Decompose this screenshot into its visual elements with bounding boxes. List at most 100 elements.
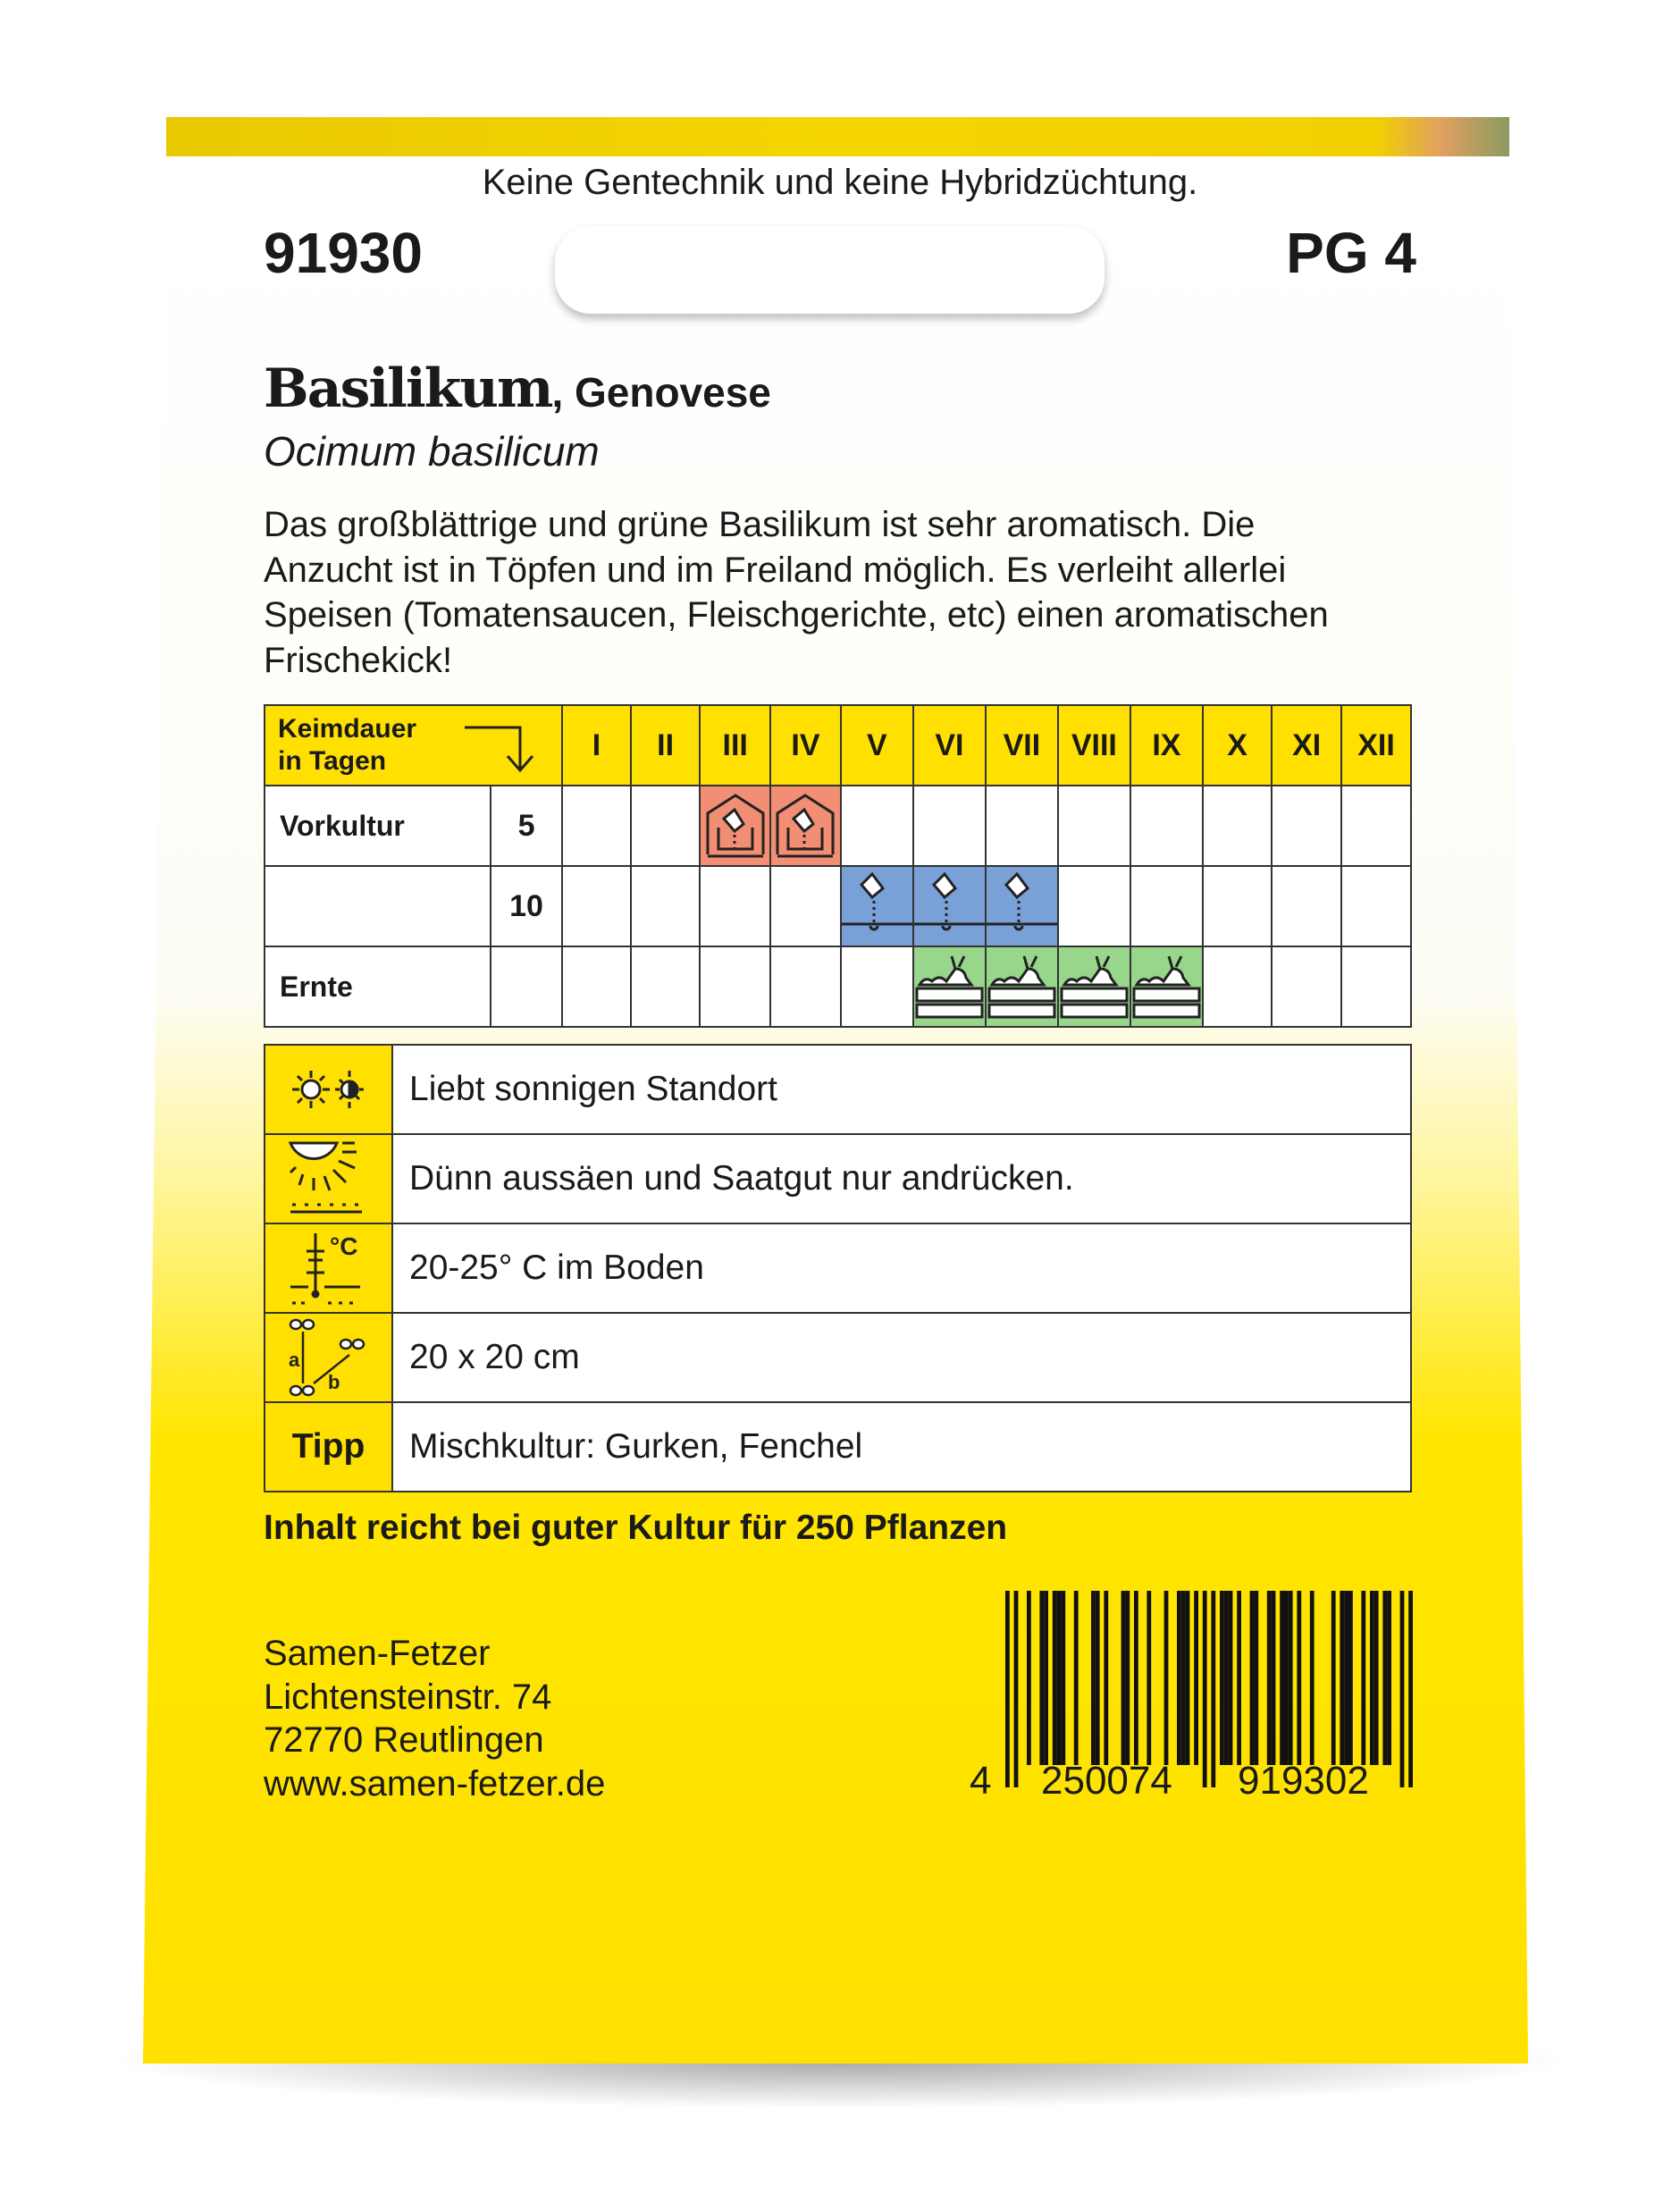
barcode-bar [1399,1591,1405,1787]
barcode-bar [1056,1591,1062,1765]
month-cell [984,946,1059,1028]
barcode-bar [1237,1591,1241,1765]
barcode-bar [1005,1591,1010,1787]
barcode-first-digit: 4 [970,1759,992,1803]
month-cell [1056,865,1131,947]
barcode-bar [1147,1591,1152,1765]
claim: Keine Gentechnik und keine Hybridzüchtun… [482,163,1198,202]
germination-days: 10 [490,865,563,947]
harvest-crate-icon [987,955,1056,1019]
month-header: IX [1129,704,1204,786]
barcode-bar [1013,1591,1019,1787]
barcode-bar [1125,1591,1130,1765]
month-cell [769,785,842,867]
month-header: IV [769,704,842,786]
month-cell [699,946,772,1028]
barcode-bar [1331,1591,1336,1765]
barcode-bar [1052,1591,1057,1765]
info-row: Liebt sonnigen Standort [264,1044,1412,1135]
harvest-crate-icon [1060,955,1129,1019]
barcode-bar [1284,1591,1289,1765]
month-header: XI [1271,704,1342,786]
info-row: Dünn aussäen und Saatgut nur andrücken. [264,1133,1412,1224]
barcode-bar [1185,1591,1190,1765]
info-text: 20-25° C im Boden [391,1223,1412,1314]
direct-sowing-icon [841,872,912,931]
hanger-hole [555,226,1105,314]
germination-days: 5 [490,785,563,867]
barcode-bar [1044,1591,1048,1765]
row-label: Ernte [263,946,492,1028]
barcode-bar [1223,1591,1229,1765]
description: Das großblättrige und grüne Basilikum is… [264,502,1329,683]
info-row: Tipp Mischkultur: Gurken, Fenchel [264,1401,1412,1492]
germination-days [490,946,563,1028]
barcode-bar [1309,1591,1315,1765]
month-cell [1056,946,1131,1028]
greenhouse-sowing-icon [776,794,835,858]
month-cell [560,865,632,947]
barcode-bar [1361,1591,1366,1765]
barcode-bar [1249,1591,1255,1765]
company-name: Samen-Fetzer [264,1634,491,1673]
schedule-row: Vorkultur 5 [263,785,1413,867]
barcode-bar [1348,1591,1353,1765]
greenhouse-sowing-icon [706,794,765,858]
product-variety: , Genovese [551,369,771,416]
schedule-row: 10 [263,865,1413,947]
direct-sowing-icon [913,872,985,931]
month-cell [839,865,914,947]
barcode-bar [1073,1591,1079,1765]
month-cell [911,785,987,867]
description-line: Frischekick! [264,640,453,680]
month-header: I [560,704,632,786]
month-header: X [1201,704,1273,786]
barcode [1005,1591,1413,1787]
barcode-bar [1340,1591,1345,1765]
month-header: III [699,704,772,786]
info-text: Liebt sonnigen Standort [391,1044,1412,1135]
arrow-down-icon [464,726,534,773]
description-line: Das großblättrige und grüne Basilikum is… [264,505,1256,544]
row-label [263,865,492,947]
header-label: Keimdauer [278,714,417,744]
sowing-calendar: Keimdauer in Tagen I II III IV V VI VII VIII IX X… [263,704,1413,1028]
latin-name: Ocimum basilicum [264,428,600,475]
barcode-bar [1408,1591,1413,1787]
price-group: PG 4 [1286,221,1416,285]
month-cell [769,865,842,947]
month-cell [629,946,701,1028]
barcode-bar [1280,1591,1284,1765]
product-name: Basilikum [264,357,553,420]
harvest-crate-icon [1132,955,1201,1019]
barcode-bar [1095,1591,1100,1765]
barcode-bar [1288,1591,1293,1765]
direct-sowing-icon [986,872,1057,931]
svg-text:°C: °C [330,1232,357,1260]
month-cell [1129,946,1204,1028]
month-cell [911,946,987,1028]
barcode-bar [1220,1591,1224,1765]
description-line: Speisen (Tomatensaucen, Fleischgerichte,… [264,595,1329,635]
svg-text:a: a [289,1349,300,1371]
description-line: Anzucht ist in Töpfen und im Freiland mö… [264,550,1287,590]
barcode-bar [1061,1591,1066,1765]
month-cell [839,946,914,1028]
website-link[interactable]: www.samen-fetzer.de [264,1763,606,1803]
month-cell [560,946,632,1028]
barcode-bar [1177,1591,1181,1765]
month-cell [1340,946,1413,1028]
barcode-bar [1134,1591,1138,1765]
barcode-bar [1228,1591,1233,1765]
info-text: 20 x 20 cm [391,1312,1412,1403]
top-band [166,117,1509,156]
barcode-bar [1027,1591,1031,1765]
month-cell [1340,785,1413,867]
barcode-bar [1387,1591,1391,1765]
growing-info: Liebt sonnigen Standort Dünn aussäen und… [264,1044,1412,1492]
info-row: °C 20-25° C im Boden [264,1223,1412,1314]
city: 72770 Reutlingen [264,1720,544,1760]
barcode-bar [1104,1591,1109,1765]
product-title: Basilikum, Genovese [264,357,771,420]
